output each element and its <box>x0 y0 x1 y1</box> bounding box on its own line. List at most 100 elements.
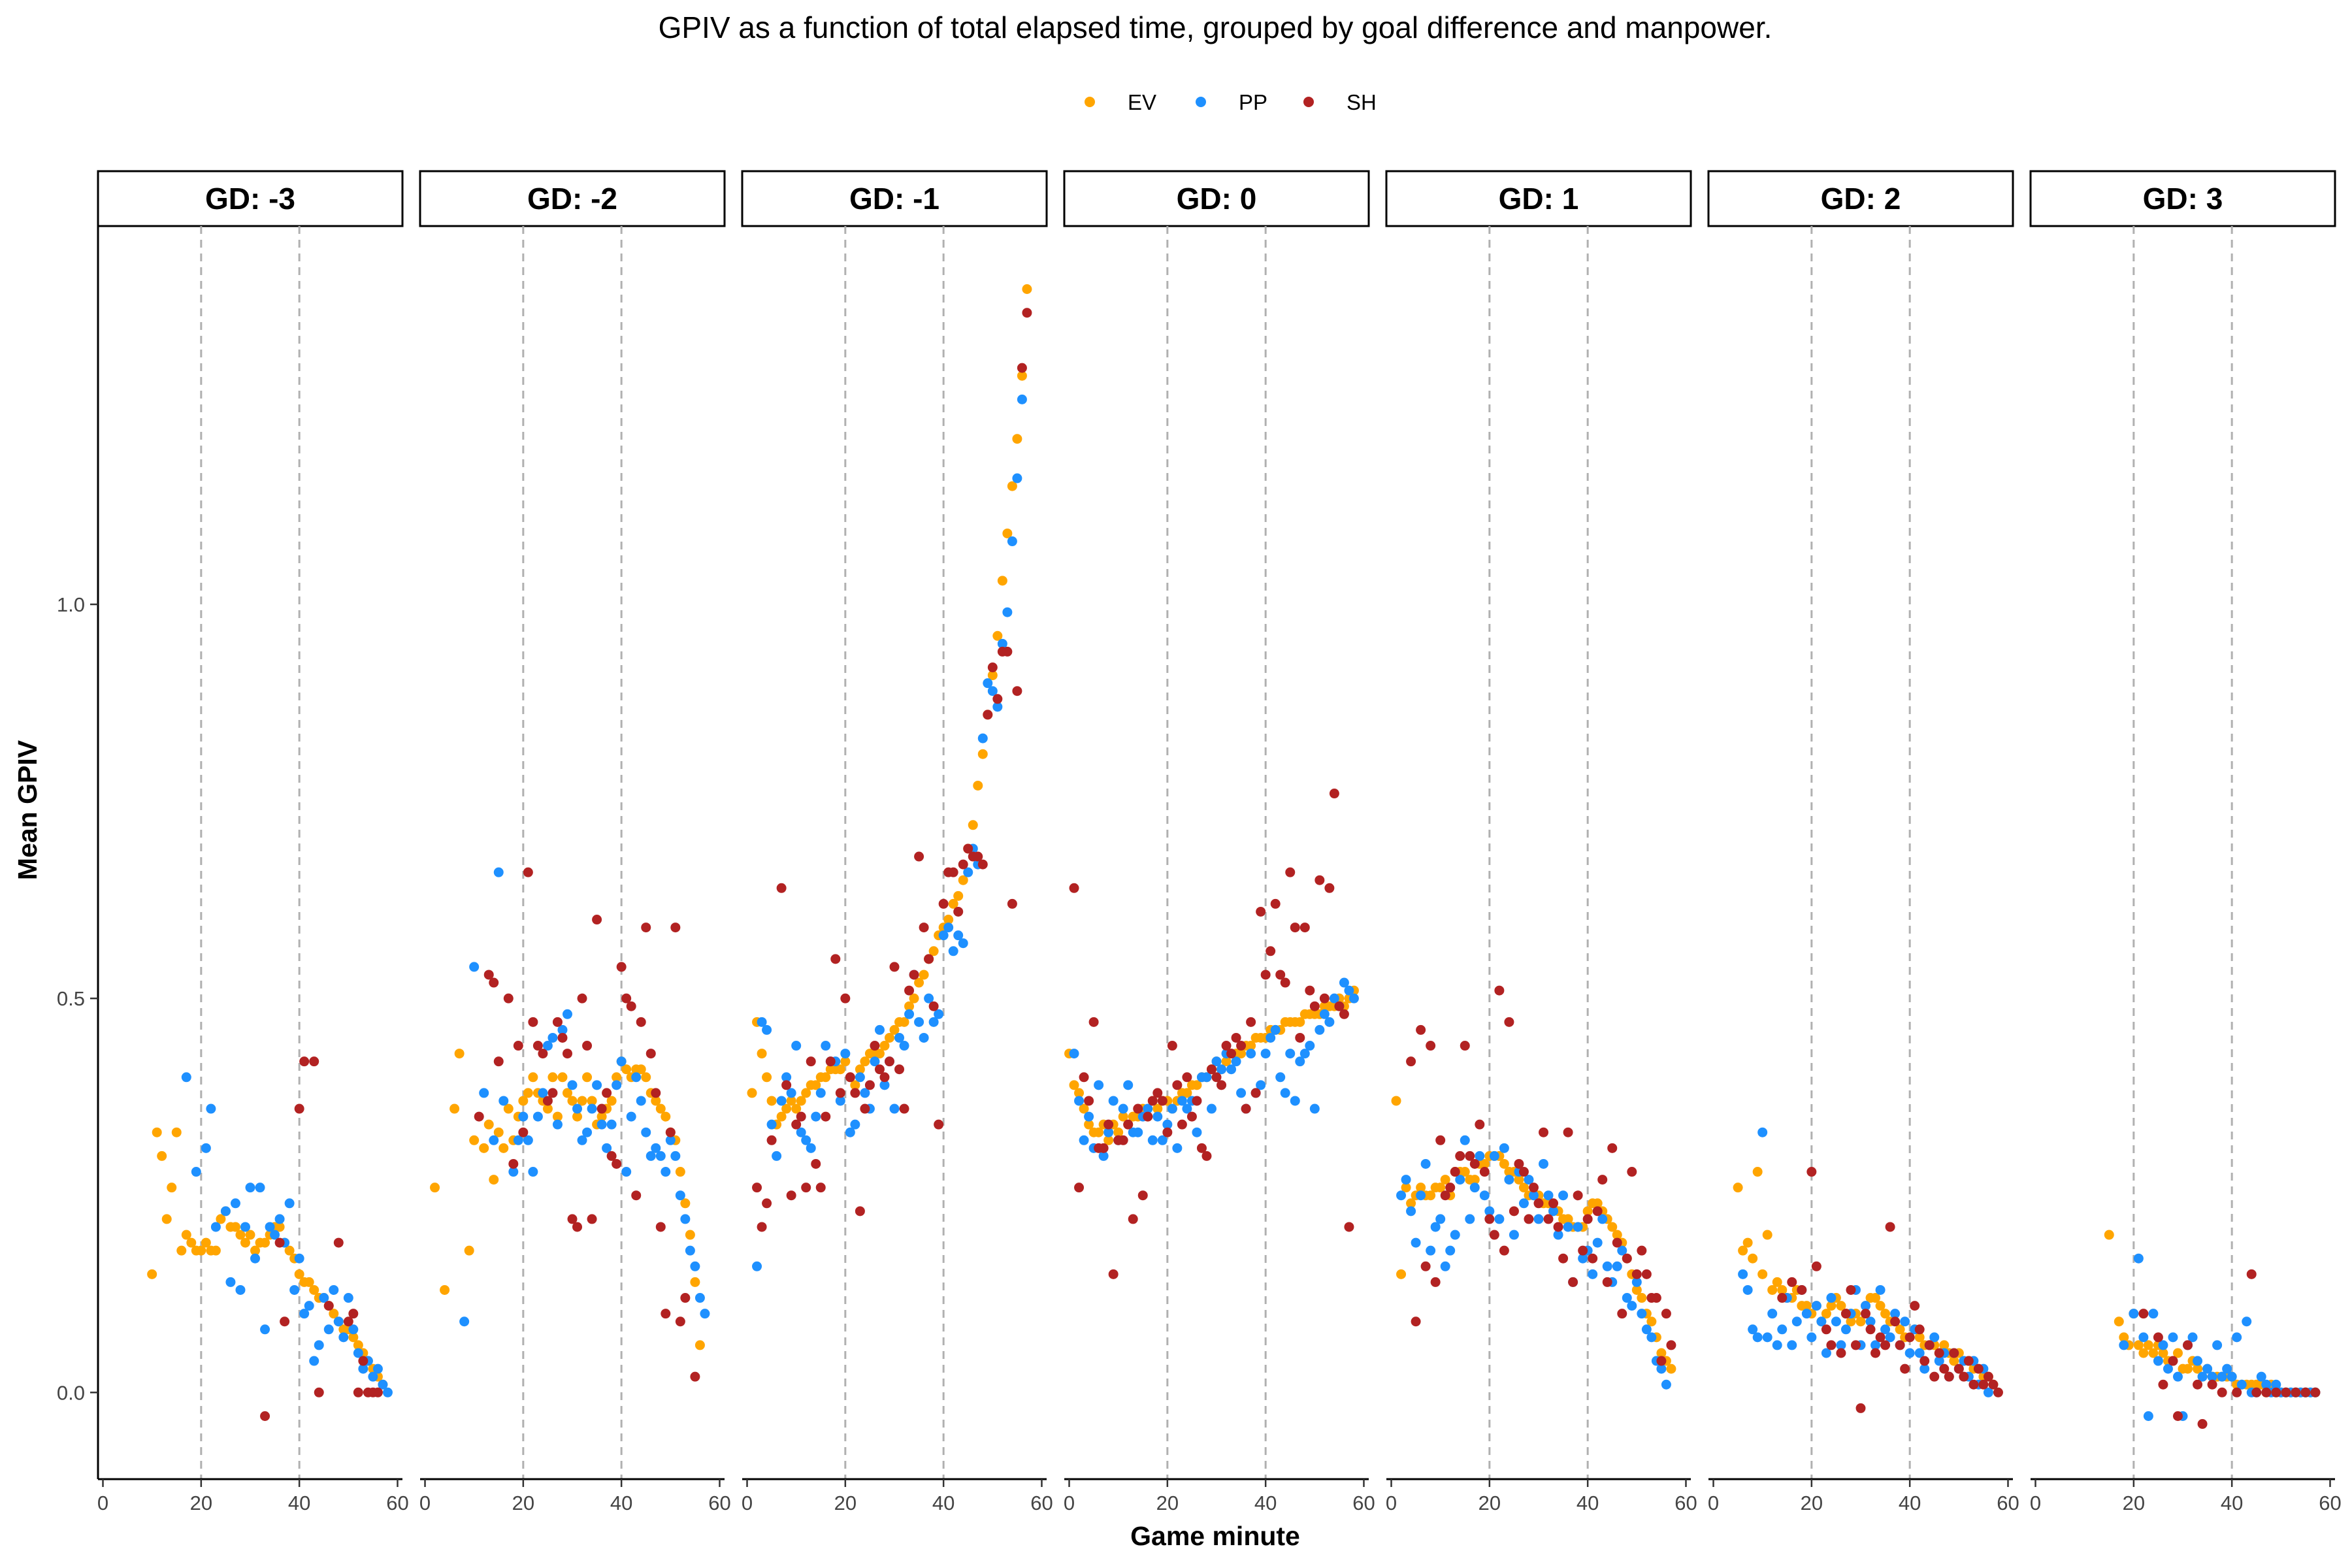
data-point-ev <box>577 1096 587 1106</box>
data-point-sh <box>299 1056 310 1067</box>
data-point-ev <box>1002 528 1013 538</box>
series-sh <box>474 867 700 1382</box>
data-point-pp <box>2212 1340 2223 1350</box>
data-point-pp <box>572 1103 583 1114</box>
data-point-sh <box>963 843 973 854</box>
data-point-sh <box>1904 1332 1915 1343</box>
data-point-pp <box>1329 993 1339 1004</box>
series-ev <box>430 1049 705 1350</box>
data-point-pp <box>225 1277 236 1287</box>
data-point-pp <box>1177 1096 1187 1106</box>
data-point-ev <box>621 1064 632 1075</box>
x-tick-label: 40 <box>1254 1492 1277 1514</box>
data-point-sh <box>1656 1356 1667 1366</box>
data-point-pp <box>680 1214 691 1224</box>
data-point-ev <box>181 1230 191 1240</box>
data-point-sh <box>2153 1332 2163 1343</box>
data-point-sh <box>538 1049 548 1059</box>
data-point-sh <box>1182 1072 1192 1083</box>
data-point-sh <box>2300 1387 2311 1397</box>
data-point-sh <box>1548 1198 1559 1209</box>
data-point-sh <box>1475 1119 1485 1130</box>
data-point-sh <box>1167 1041 1177 1051</box>
data-point-sh <box>1514 1158 1524 1169</box>
data-point-sh <box>1460 1041 1470 1051</box>
data-point-pp <box>1919 1364 1930 1374</box>
data-point-pp <box>997 638 1007 649</box>
data-point-sh <box>1017 363 1027 373</box>
data-point-ev <box>1563 1214 1573 1224</box>
data-point-ev <box>493 1127 504 1137</box>
data-point-pp <box>1816 1316 1827 1327</box>
x-tick-label: 40 <box>610 1492 632 1514</box>
data-point-ev <box>879 1041 890 1051</box>
data-point-ev <box>596 1111 607 1122</box>
data-point-ev <box>1295 1017 1305 1027</box>
data-point-ev <box>152 1127 162 1137</box>
data-point-pp <box>528 1167 538 1177</box>
data-point-sh <box>353 1387 363 1397</box>
data-point-pp <box>1108 1096 1119 1106</box>
data-point-sh <box>825 1056 836 1067</box>
data-point-sh <box>1440 1190 1450 1201</box>
data-point-sh <box>557 1032 568 1043</box>
data-point-ev <box>1607 1222 1618 1232</box>
data-point-sh <box>1929 1371 1940 1382</box>
data-point-sh <box>1201 1151 1212 1161</box>
data-point-sh <box>1489 1230 1499 1240</box>
data-point-pp <box>1162 1119 1173 1130</box>
data-point-sh <box>1826 1340 1837 1350</box>
data-point-pp <box>655 1151 666 1161</box>
data-point-pp <box>319 1293 329 1303</box>
data-point-sh <box>1983 1371 1993 1382</box>
data-point-pp <box>1450 1230 1460 1240</box>
data-point-sh <box>1406 1056 1416 1067</box>
data-point-pp <box>1489 1151 1499 1161</box>
data-point-sh <box>1988 1379 1999 1390</box>
data-point-ev <box>919 970 929 980</box>
data-point-pp <box>1290 1096 1300 1106</box>
data-point-ev <box>1518 1183 1529 1193</box>
data-point-pp <box>943 923 954 933</box>
data-point-ev <box>1666 1364 1676 1374</box>
data-point-sh <box>2183 1340 2193 1350</box>
data-point-ev <box>1017 370 1027 381</box>
data-point-pp <box>235 1284 246 1295</box>
facet-strip <box>1385 170 1692 227</box>
data-point-sh <box>811 1158 821 1169</box>
data-point-sh <box>1806 1167 1817 1177</box>
data-point-sh <box>1524 1214 1534 1224</box>
data-point-sh <box>977 859 988 870</box>
data-point-ev <box>821 1072 831 1083</box>
data-point-pp <box>459 1316 470 1327</box>
data-point-pp <box>1631 1277 1642 1287</box>
data-point-pp <box>1002 607 1013 617</box>
data-point-sh <box>1963 1356 1974 1366</box>
data-point-sh <box>333 1237 344 1248</box>
data-point-sh <box>670 923 681 933</box>
data-point-sh <box>1002 646 1013 657</box>
data-point-pp <box>260 1324 270 1335</box>
data-point-sh <box>1426 1041 1436 1051</box>
data-point-pp <box>1518 1198 1529 1209</box>
data-point-pp <box>1543 1190 1554 1201</box>
data-point-pp <box>938 930 949 941</box>
panel-gd-5: GD: 2 0 20 40 60 <box>1707 170 2019 1514</box>
data-point-ev <box>157 1151 167 1161</box>
data-point-ev <box>1118 1111 1128 1122</box>
data-point-sh <box>1612 1237 1622 1248</box>
data-point-ev <box>309 1284 319 1295</box>
data-point-pp <box>348 1324 359 1335</box>
x-tick-label: 0 <box>1064 1492 1075 1514</box>
data-point-pp <box>1602 1261 1612 1271</box>
data-point-ev <box>928 946 939 956</box>
data-point-sh <box>1411 1316 1421 1327</box>
data-point-sh <box>528 1017 538 1027</box>
data-point-sh <box>260 1411 270 1421</box>
data-point-pp <box>602 1143 612 1153</box>
data-point-pp <box>1231 1056 1241 1067</box>
data-point-pp <box>304 1301 314 1311</box>
facet-strip-label: GD: 2 <box>1821 182 1901 216</box>
data-point-ev <box>1460 1167 1470 1177</box>
data-point-ev <box>186 1237 197 1248</box>
